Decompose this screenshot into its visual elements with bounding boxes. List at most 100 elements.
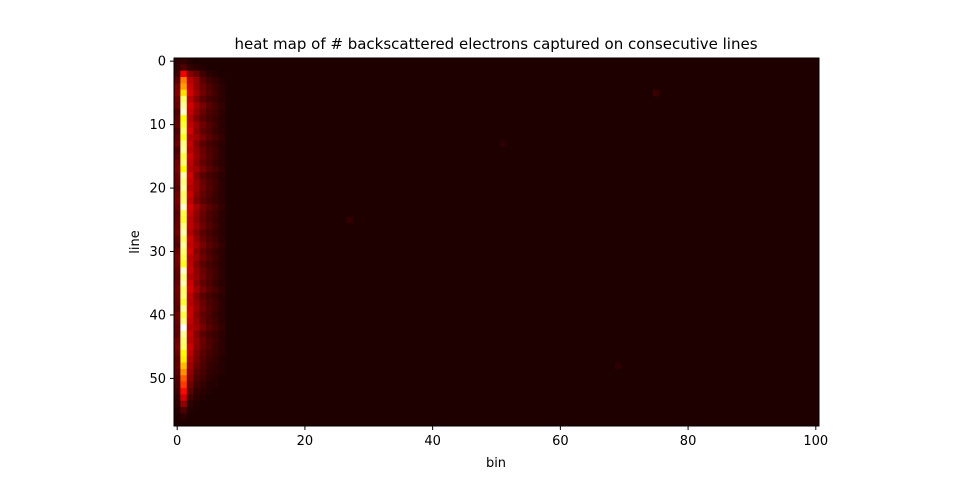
heatmap-cell: [187, 388, 194, 395]
heatmap-cell: [193, 223, 200, 230]
heatmap-cell: [206, 299, 213, 306]
heatmap-cell: [200, 223, 207, 230]
heatmap-cell: [174, 267, 181, 274]
heatmap-cell: [206, 394, 213, 401]
heatmap-cell: [206, 179, 213, 186]
heatmap-cell: [212, 274, 219, 281]
heatmap-cell: [200, 134, 207, 141]
heatmap-cell: [180, 90, 187, 97]
heatmap-cell: [212, 286, 219, 293]
heatmap-cell: [206, 344, 213, 351]
heatmap-cell: [174, 90, 181, 97]
heatmap-cell: [174, 363, 181, 370]
heatmap-cell: [200, 318, 207, 325]
heatmap-cell: [193, 344, 200, 351]
heatmap-cell: [200, 198, 207, 205]
heatmap-cell: [206, 413, 213, 420]
heatmap-cell: [212, 185, 219, 192]
heatmap-cell: [193, 375, 200, 382]
heatmap-cell: [219, 83, 226, 90]
heatmap-cell: [174, 337, 181, 344]
heatmap-cell: [212, 248, 219, 255]
heatmap-cell: [193, 401, 200, 408]
x-tick-label: 40: [424, 434, 441, 449]
heatmap-cell: [212, 420, 219, 427]
heatmap-cell: [187, 172, 194, 179]
heatmap-cell: [187, 344, 194, 351]
heatmap-cell: [212, 331, 219, 338]
heatmap-cell: [200, 172, 207, 179]
heatmap-cell: [219, 102, 226, 109]
heatmap-cell: [187, 198, 194, 205]
heatmap-cell: [187, 363, 194, 370]
heatmap-cell: [174, 388, 181, 395]
heatmap-cell: [180, 299, 187, 306]
heatmap-cell: [206, 242, 213, 249]
heatmap-cell: [200, 90, 207, 97]
heatmap-cell: [187, 356, 194, 363]
heatmap-cell: [212, 179, 219, 186]
heatmap-cell: [180, 166, 187, 173]
heatmap-cell: [174, 121, 181, 128]
heatmap-cell: [206, 147, 213, 154]
heatmap-cell: [212, 344, 219, 351]
heatmap-cell: [180, 109, 187, 116]
heatmap-cell: [200, 375, 207, 382]
heatmap-cell: [180, 172, 187, 179]
heatmap-cell: [180, 210, 187, 217]
heatmap-cell: [174, 248, 181, 255]
heatmap-cell: [187, 369, 194, 376]
heatmap-cell: [219, 280, 226, 287]
heatmap-cell: [187, 350, 194, 357]
heatmap-cell: [200, 369, 207, 376]
heatmap-cell: [219, 160, 226, 167]
heatmap-cell: [200, 255, 207, 262]
heatmap-cell: [200, 274, 207, 281]
heatmap-cell: [206, 324, 213, 331]
heatmap-cell: [187, 153, 194, 160]
heatmap-cell: [219, 128, 226, 135]
heatmap-cell: [174, 305, 181, 312]
heatmap-cell: [180, 413, 187, 420]
heatmap-cell: [187, 394, 194, 401]
heatmap-cell: [206, 64, 213, 71]
heatmap-cell: [180, 134, 187, 141]
heatmap-cell: [187, 261, 194, 268]
heatmap-cell: [200, 293, 207, 300]
x-tick-label: 100: [803, 434, 828, 449]
heatmap-cell: [180, 191, 187, 198]
heatmap-cell: [200, 229, 207, 236]
heatmap-cell: [212, 267, 219, 274]
heatmap-cell: [174, 83, 181, 90]
heatmap-cell: [193, 217, 200, 224]
heatmap-cell: [219, 401, 226, 408]
heatmap-cell: [180, 350, 187, 357]
heatmap-cell: [193, 121, 200, 128]
heatmap-cell: [212, 223, 219, 230]
heatmap-cell: [615, 363, 622, 370]
heatmap-cell: [187, 413, 194, 420]
heatmap-cell: [206, 140, 213, 147]
heatmap-cell: [206, 350, 213, 357]
heatmap-cell: [219, 210, 226, 217]
heatmap-cell: [219, 344, 226, 351]
heatmap-cell: [174, 286, 181, 293]
heatmap-cell: [180, 280, 187, 287]
heatmap-cell: [212, 401, 219, 408]
y-tick-label: 10: [149, 118, 166, 133]
heatmap-cell: [174, 185, 181, 192]
heatmap-cell: [206, 337, 213, 344]
heatmap-cell: [206, 331, 213, 338]
heatmap-cell: [206, 318, 213, 325]
heatmap-cell: [187, 217, 194, 224]
heatmap-cell: [180, 58, 187, 65]
heatmap-cell: [174, 153, 181, 160]
heatmap-cell: [206, 420, 213, 427]
heatmap-cell: [193, 369, 200, 376]
heatmap-cell: [174, 375, 181, 382]
heatmap-cell: [193, 318, 200, 325]
heatmap-cell: [200, 160, 207, 167]
heatmap-cell: [180, 388, 187, 395]
heatmap-cell: [212, 210, 219, 217]
heatmap-cell: [200, 356, 207, 363]
